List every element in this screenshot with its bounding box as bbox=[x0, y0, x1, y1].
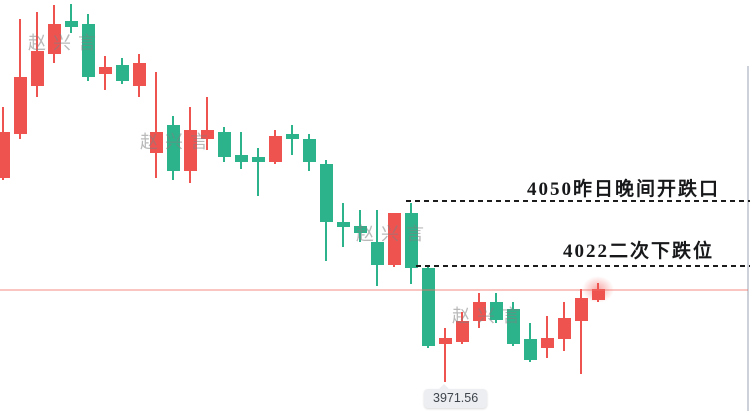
candle-body-up bbox=[439, 338, 452, 344]
low-price-tooltip: 3971.56 bbox=[424, 383, 488, 408]
candle-body-up bbox=[99, 67, 112, 75]
candle-wick bbox=[70, 4, 72, 33]
candle-body-up bbox=[48, 23, 61, 54]
candle-body-down bbox=[116, 65, 129, 82]
candle-body-down bbox=[65, 21, 78, 28]
candle-body-up bbox=[14, 76, 27, 135]
low-price-value: 3971.56 bbox=[433, 390, 479, 405]
candle-body-up bbox=[473, 302, 486, 321]
candle-wick bbox=[580, 288, 582, 374]
candle-body-down bbox=[218, 131, 231, 158]
watermark-text: 赵兴言 bbox=[452, 306, 527, 326]
candle-body-up bbox=[201, 129, 214, 139]
candle-body-up bbox=[575, 297, 588, 321]
candle-body-down bbox=[167, 124, 180, 172]
gap-level-label: 4050昨日晚间开跌口 bbox=[526, 179, 720, 200]
candle-body-up bbox=[133, 62, 146, 86]
candle-body-up bbox=[558, 318, 571, 340]
candle-body-up bbox=[0, 131, 10, 178]
current-price-line bbox=[0, 288, 748, 291]
candle-body-up bbox=[31, 51, 44, 86]
candle-body-down bbox=[337, 221, 350, 228]
candle-body-down bbox=[286, 134, 299, 139]
level-dashed-line bbox=[416, 264, 750, 267]
candle-body-up bbox=[456, 320, 469, 342]
candle-body-down bbox=[320, 164, 333, 222]
watermark-text: 赵兴言 bbox=[28, 33, 103, 53]
candle-wick bbox=[546, 316, 548, 358]
candle-body-down bbox=[82, 23, 95, 77]
candle-body-up bbox=[269, 136, 282, 162]
second-drop-level-label: 4022二次下跌位 bbox=[562, 241, 714, 262]
candle-body-down bbox=[252, 157, 265, 162]
candle-body-down bbox=[507, 309, 520, 344]
candle-body-down bbox=[405, 212, 418, 268]
candle-body-up bbox=[388, 212, 401, 266]
candle-body-down bbox=[422, 267, 435, 347]
candle-wick bbox=[257, 148, 259, 197]
candle-body-up bbox=[150, 131, 163, 153]
candle-wick bbox=[155, 71, 157, 178]
candle-wick bbox=[291, 124, 293, 155]
watermark-text: 赵兴言 bbox=[356, 224, 431, 244]
candle-body-down bbox=[303, 138, 316, 162]
price-axis-border bbox=[747, 66, 749, 411]
candle-body-down bbox=[524, 339, 537, 360]
candle-body-up bbox=[541, 338, 554, 349]
candle-body-up bbox=[184, 129, 197, 172]
candle-wick bbox=[206, 97, 208, 151]
candle-body-down bbox=[354, 226, 367, 234]
last-candle-glow bbox=[582, 275, 614, 303]
candle-body-down bbox=[371, 242, 384, 266]
candle-wick bbox=[444, 327, 446, 382]
level-dashed-line bbox=[406, 200, 750, 202]
candle-body-down bbox=[235, 154, 248, 162]
candle-body-down bbox=[490, 302, 503, 320]
watermark-text: 赵兴言 bbox=[140, 132, 215, 152]
candle-wick bbox=[240, 131, 242, 169]
